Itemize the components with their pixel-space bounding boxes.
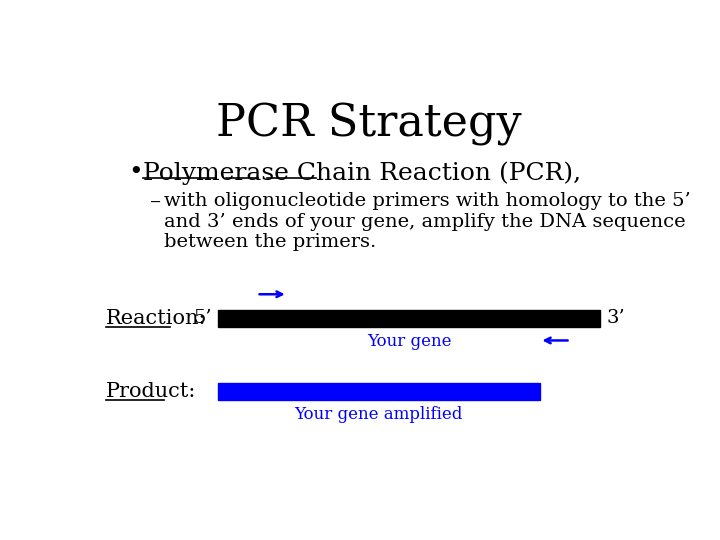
Text: Product:: Product:	[106, 382, 196, 401]
Text: Your gene amplified: Your gene amplified	[294, 406, 463, 423]
Text: with oligonucleotide primers with homology to the 5’
and 3’ ends of your gene, a: with oligonucleotide primers with homolo…	[164, 192, 691, 252]
Text: •: •	[129, 161, 143, 184]
Text: Polymerase Chain Reaction (PCR),: Polymerase Chain Reaction (PCR),	[143, 161, 581, 185]
Text: Your gene: Your gene	[366, 333, 451, 350]
Text: 3’: 3’	[606, 309, 625, 327]
Text: 5’: 5’	[194, 309, 212, 327]
Text: Reaction:: Reaction:	[106, 309, 206, 328]
Text: –: –	[150, 192, 161, 214]
Text: PCR Strategy: PCR Strategy	[216, 103, 522, 146]
Bar	[218, 309, 600, 327]
Bar	[218, 383, 539, 400]
